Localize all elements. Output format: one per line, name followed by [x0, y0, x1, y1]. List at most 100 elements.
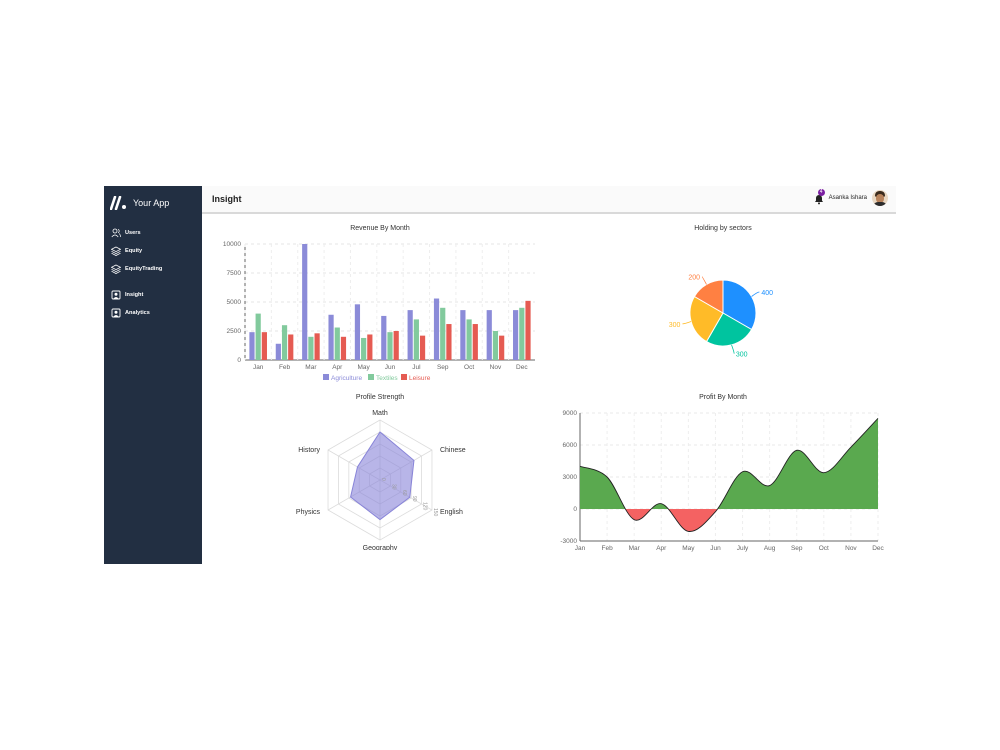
bar [281, 325, 288, 360]
revenue-bar-chart: Revenue By Month 0 2500 5000 7500 10000 Jan Feb… [223, 225, 535, 382]
bar [466, 319, 472, 360]
app-name: Your App [133, 198, 170, 208]
radar-area [349, 431, 415, 521]
user-square-icon [111, 308, 121, 318]
sidebar-nav: Users Equity EquityTrading Insight Analy… [104, 224, 202, 322]
y-tick-label: 2500 [227, 328, 242, 335]
user-name: Asanka Ishara [828, 195, 867, 201]
x-tick-label: Nov [845, 545, 857, 552]
x-tick-label: Apr [332, 364, 343, 371]
label-line [731, 344, 735, 354]
y-tick-label: 6000 [563, 442, 578, 449]
x-tick-label: Jan [575, 545, 586, 552]
legend-swatch [368, 374, 374, 380]
sidebar-item-analytics[interactable]: Analytics [104, 304, 202, 322]
y-tick-label: 10000 [223, 241, 241, 248]
x-tick-label: Aug [764, 545, 776, 552]
profit-area-positive [580, 418, 878, 509]
layers-icon [111, 246, 121, 256]
pie-slice [705, 312, 753, 347]
legend-swatch [323, 374, 329, 380]
bar [249, 332, 255, 360]
bar [419, 335, 426, 360]
x-tick-label: May [357, 364, 370, 371]
sidebar-item-label: Analytics [125, 310, 150, 316]
bar [446, 324, 452, 360]
bar [513, 310, 519, 360]
notifications-button[interactable]: 4 [813, 189, 825, 205]
user-menu[interactable]: 4 Asanka Ishara [813, 189, 888, 206]
layers-icon [111, 264, 121, 274]
bar [314, 333, 320, 360]
x-tick-label: May [682, 545, 695, 552]
revenue-chart-panel: Revenue By Month 0 2500 5000 7500 10000 Jan Feb… [205, 220, 550, 390]
bar [486, 310, 492, 360]
legend-label: Agriculture [331, 375, 362, 382]
sidebar-item-label: Insight [125, 292, 144, 298]
radar-tick-label: 0 [380, 478, 386, 481]
profit-area-chart: Profit By Month -3000 0 3000 6000 9000 Jan Feb M… [560, 394, 884, 552]
radar-axis-label: English [440, 509, 463, 516]
legend-label: Textiles [376, 375, 398, 382]
radar-tick-label: 60 [401, 490, 407, 496]
user-square-icon [111, 290, 121, 300]
bar [492, 331, 499, 360]
bar [255, 313, 261, 360]
radar-axis-label: Math [372, 410, 388, 417]
x-tick-label: Jun [710, 545, 721, 552]
x-tick-label: Dec [516, 364, 528, 371]
profit-chart-panel: Profit By Month -3000 0 3000 6000 9000 Jan Feb M… [550, 390, 890, 555]
bell-icon [814, 195, 823, 205]
top-bar: Insight 4 Asanka Ishara [202, 186, 896, 214]
pie-label: 400 [761, 290, 773, 297]
bar [387, 332, 393, 360]
sidebar-item-label: Users [125, 230, 141, 236]
bar [308, 336, 314, 360]
sidebar-item-users[interactable]: Users [104, 224, 202, 242]
bar [460, 310, 466, 360]
app-window: Your App Users Equity EquityTrading Insi… [104, 186, 896, 564]
sidebar-item-label: Equity [125, 248, 143, 254]
avatar[interactable] [872, 190, 888, 206]
y-tick-label: 9000 [563, 410, 578, 417]
y-tick-label: -3000 [560, 538, 577, 545]
radar-axis-label: Geography [363, 545, 398, 550]
pie-label: 200 [688, 275, 700, 282]
sidebar-item-insight[interactable]: Insight [104, 286, 202, 304]
sidebar-item-equity[interactable]: Equity [104, 242, 202, 260]
y-tick-label: 3000 [563, 474, 578, 481]
bar [340, 336, 347, 360]
x-tick-label: Jun [385, 364, 396, 371]
radar-tick-label: 30 [390, 484, 396, 490]
brand[interactable]: Your App [104, 186, 202, 216]
legend-swatch [401, 374, 407, 380]
profit-line [579, 418, 879, 532]
sidebar-item-equitytrading[interactable]: EquityTrading [104, 260, 202, 278]
bar [302, 244, 308, 360]
profile-radar-chart: Profile Strength 0 30 60 90 120 150 Math Chinese… [296, 394, 466, 552]
x-tick-label: Apr [656, 545, 667, 552]
bar [499, 335, 505, 360]
chart-title: Profit By Month [699, 394, 747, 401]
x-tick-label: Mar [305, 364, 317, 371]
y-tick-label: 5000 [227, 299, 242, 306]
pie-slice [722, 279, 757, 331]
radar-axis-label: Physics [296, 509, 321, 516]
bar [275, 343, 281, 360]
x-tick-label: Feb [601, 545, 613, 552]
bar [361, 337, 367, 360]
pie-label: 300 [736, 352, 748, 359]
chart-title: Revenue By Month [350, 225, 410, 232]
bar [381, 315, 387, 360]
bar [328, 314, 334, 360]
logo-icon [110, 196, 126, 210]
label-line [701, 276, 707, 285]
bar [367, 334, 373, 360]
legend-label: Leisure [409, 375, 431, 382]
page-title: Insight [212, 194, 242, 204]
radar-tick-label: 150 [432, 508, 438, 517]
pie-label: 300 [669, 322, 681, 329]
sidebar: Your App Users Equity EquityTrading Insi… [104, 186, 202, 564]
x-tick-label: Sep [437, 364, 449, 371]
y-tick-label: 0 [237, 357, 241, 364]
